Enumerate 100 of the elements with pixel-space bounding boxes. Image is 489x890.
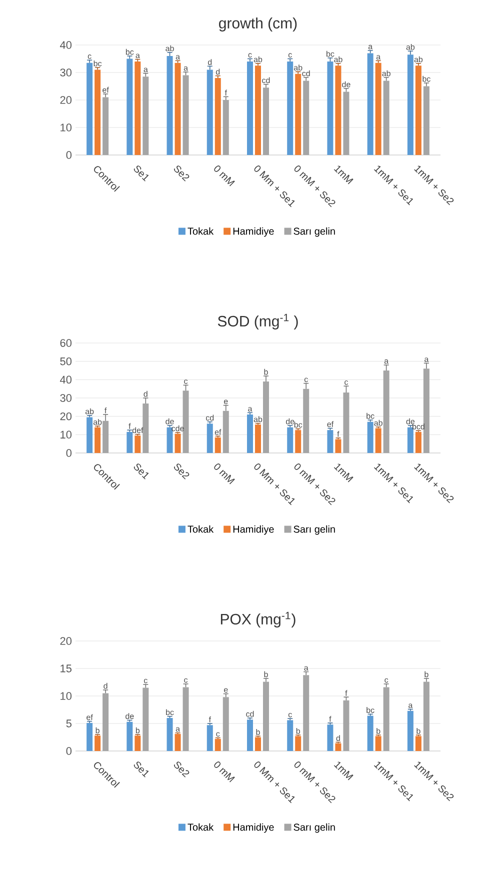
annotation: cd <box>246 710 254 717</box>
legend-label: Sarı gelin <box>294 823 335 833</box>
x-tick-label: 0 mM <box>214 166 235 186</box>
annotation: bc <box>126 48 134 55</box>
annotation: ab <box>406 44 415 50</box>
annotation: bcd <box>412 424 424 430</box>
annotation: d <box>208 59 212 65</box>
annotation: cd <box>262 77 270 84</box>
y-tick-label: 10 <box>60 430 72 439</box>
annotation: f <box>345 690 348 696</box>
legend-label: Tokak <box>188 525 214 533</box>
y-tick-label: 40 <box>60 41 72 49</box>
annotation: cde <box>172 425 184 432</box>
chart-title: POX (mg$^{-1}$) <box>220 612 296 628</box>
x-tick-label: 0 mM <box>214 762 235 782</box>
annotation: e <box>224 400 228 404</box>
annotation: de <box>126 713 134 719</box>
annotation: f <box>337 430 340 437</box>
y-tick-label: 0 <box>66 449 72 457</box>
annotation: c <box>384 678 388 683</box>
annotation: a <box>248 407 252 412</box>
y-tick-label: 60 <box>60 339 72 347</box>
annotation: c <box>216 732 220 737</box>
annotation: ab <box>254 416 262 422</box>
annotation: b <box>416 728 420 734</box>
annotation: d <box>336 735 340 741</box>
chart-title: SOD (mg$^{-1}$ ) <box>218 314 298 330</box>
annotation: cd <box>302 70 310 76</box>
y-tick-label: 20 <box>60 637 72 645</box>
annotation: a <box>304 666 308 671</box>
x-tick-label: 0 Mm + Se1 <box>254 464 295 506</box>
x-tick-label: 0 Mm + Se1 <box>254 762 295 804</box>
annotation: f <box>104 408 107 414</box>
annotation: a <box>176 55 180 60</box>
legend-label: Sarı gelin <box>294 227 335 237</box>
annotation: f <box>128 423 131 429</box>
annotation: de <box>406 418 415 424</box>
legend-label: Tokak <box>188 823 214 831</box>
annotation: c <box>184 678 188 683</box>
annotation: ef <box>327 421 334 428</box>
legend-label: Tokak <box>188 227 214 235</box>
x-tick-label: 0 Mm + Se1 <box>254 166 295 208</box>
legend-label: Sarı gelin <box>294 525 335 535</box>
annotation: b <box>424 671 428 678</box>
annotation: a <box>408 704 413 708</box>
y-tick-label: 30 <box>60 68 72 76</box>
annotation: a <box>384 359 389 364</box>
x-tick-label: Se2 <box>174 762 190 778</box>
annotation: bc <box>366 412 374 419</box>
annotation: c <box>248 53 252 58</box>
annotation: c <box>344 380 348 385</box>
annotation: ab <box>294 64 302 70</box>
annotation: e <box>224 688 228 693</box>
annotation: b <box>296 728 300 734</box>
annotation: a <box>144 68 148 72</box>
annotation: ef <box>102 86 109 93</box>
y-tick-label: 10 <box>60 692 72 700</box>
annotation: ef <box>214 429 222 435</box>
chart-title: growth (cm) <box>219 17 297 32</box>
y-tick-label: 20 <box>60 412 72 420</box>
annotation: f <box>329 716 332 722</box>
annotation: b <box>96 727 100 734</box>
annotation: bc <box>166 709 174 716</box>
annotation: c <box>288 712 292 718</box>
annotation: ab <box>382 70 390 76</box>
annotation: a <box>424 358 429 362</box>
annotation: c <box>144 678 148 684</box>
annotation: a <box>184 66 188 71</box>
y-tick-label: 30 <box>60 394 72 402</box>
y-tick-label: 0 <box>66 151 72 159</box>
annotation: cd <box>206 414 214 421</box>
y-tick-label: 10 <box>60 124 72 132</box>
y-tick-label: 15 <box>60 664 72 672</box>
annotation: de <box>286 418 294 424</box>
legend-label: Hamidiye <box>233 227 274 237</box>
annotation: ab <box>374 420 382 426</box>
annotation: c <box>304 378 308 382</box>
annotation: a <box>368 44 373 50</box>
annotation: bc <box>326 50 334 57</box>
annotation: b <box>136 727 140 734</box>
y-tick-label: 0 <box>66 747 72 755</box>
legend-label: Hamidiye <box>233 823 274 833</box>
x-tick-label: Se2 <box>174 464 190 480</box>
x-tick-label: Se2 <box>174 166 190 182</box>
annotation: a <box>136 54 140 58</box>
annotation: f <box>224 90 228 96</box>
x-tick-label: 0 mM <box>214 464 235 484</box>
annotation: c <box>288 53 292 58</box>
annotation: de <box>166 418 174 424</box>
annotation: d <box>216 68 220 75</box>
annotation: b <box>256 729 260 735</box>
annotation: bc <box>366 707 374 713</box>
annotation: ab <box>166 45 174 52</box>
annotation: ab <box>334 56 342 62</box>
annotation: de <box>342 81 350 88</box>
annotation: c <box>184 380 188 384</box>
annotation: ab <box>85 408 94 414</box>
annotation: def <box>132 427 144 434</box>
y-tick-label: 20 <box>60 96 72 104</box>
y-tick-label: 40 <box>60 376 72 384</box>
